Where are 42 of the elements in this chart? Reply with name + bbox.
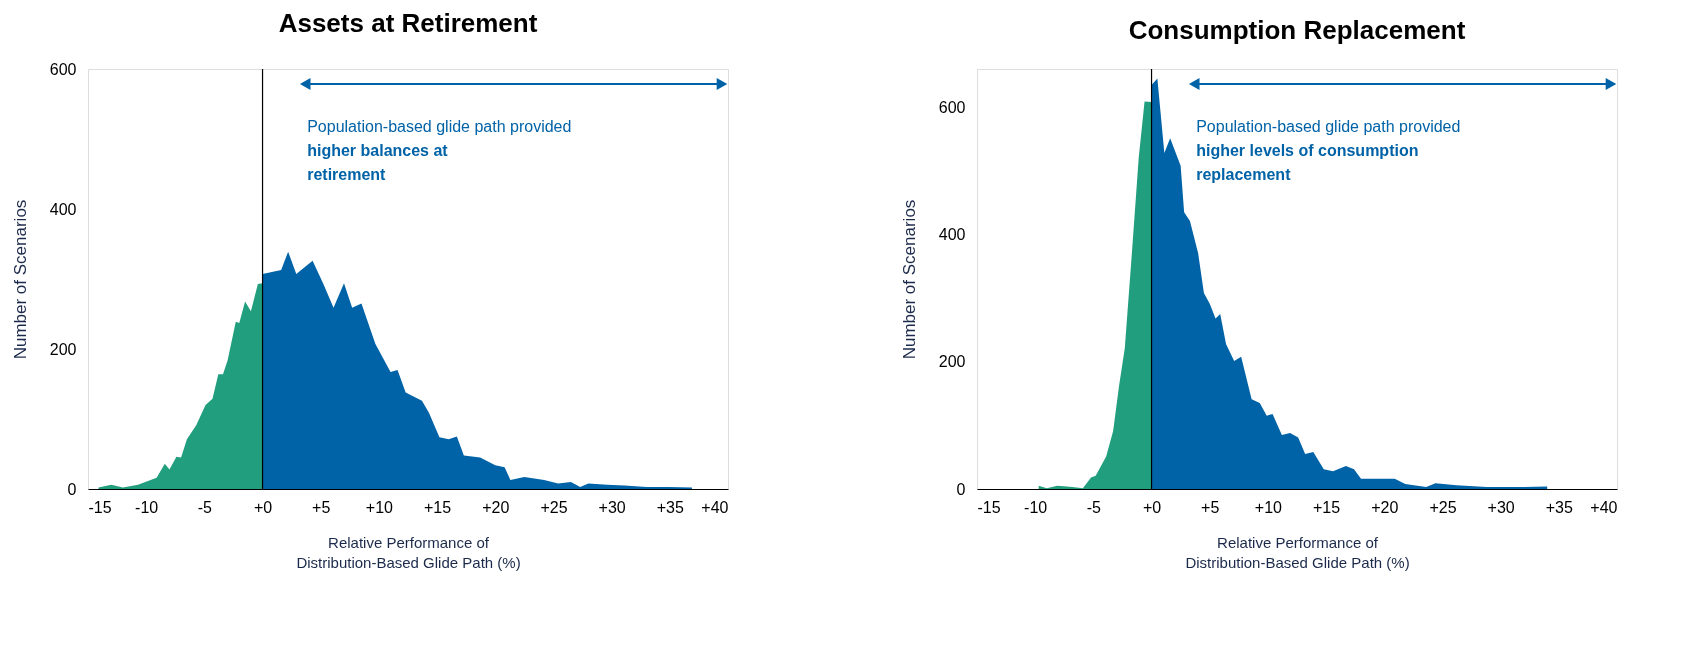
x-tick-label: +35 xyxy=(656,498,684,516)
x-tick-label: +0 xyxy=(253,498,273,516)
chart-title: Consumption Replacement xyxy=(1128,15,1466,46)
annotation: higher levels of consumption replacement xyxy=(1196,142,1419,183)
annotation: Population-based glide path provided xyxy=(1196,118,1461,135)
x-tick-label: -5 xyxy=(1086,498,1102,516)
x-tick-label: -10 xyxy=(135,498,159,516)
x-tick-label: +15 xyxy=(424,498,452,516)
y-axis-title: Number of Scenarios xyxy=(899,199,919,360)
y-tick-label: 200 xyxy=(938,353,966,371)
y-tick-label: 200 xyxy=(49,340,77,358)
y-tick-label: 0 xyxy=(67,480,77,498)
y-tick-label: 0 xyxy=(956,480,966,498)
x-tick-label: +40 xyxy=(701,498,729,516)
x-tick-label: +15 xyxy=(1313,498,1341,516)
y-tick-label: 600 xyxy=(938,98,966,116)
annotation: higher balances at retirement xyxy=(307,142,449,183)
x-tick-label: +30 xyxy=(598,498,626,516)
chart-title: Assets at Retirement xyxy=(278,8,538,38)
x-tick-label: +40 xyxy=(1590,498,1618,516)
x-tick-label: +20 xyxy=(482,498,510,516)
y-tick-label: 400 xyxy=(49,200,77,218)
x-tick-label: +5 xyxy=(1201,498,1220,516)
x-axis-title: Relative Performance of Distribution-Based Glide Path (%) xyxy=(296,533,521,571)
annotation: Population-based glide path provided xyxy=(307,118,572,135)
x-tick-label: +25 xyxy=(1429,498,1457,516)
y-tick-label: 400 xyxy=(938,225,966,243)
x-tick-label: +10 xyxy=(1254,498,1283,516)
x-tick-label: -5 xyxy=(197,498,213,516)
x-tick-label: -15 xyxy=(977,498,1001,516)
x-tick-label: +20 xyxy=(1371,498,1399,516)
x-tick-label: +0 xyxy=(1142,498,1162,516)
x-tick-label: -15 xyxy=(88,498,112,516)
x-tick-label: -10 xyxy=(1024,498,1048,516)
y-axis-title: Number of Scenarios xyxy=(10,199,30,360)
x-tick-label: +30 xyxy=(1487,498,1515,516)
x-tick-label: +10 xyxy=(365,498,394,516)
x-axis-title: Relative Performance of Distribution-Based Glide Path (%) xyxy=(1185,533,1410,571)
x-tick-label: +35 xyxy=(1545,498,1573,516)
x-tick-label: +25 xyxy=(540,498,568,516)
x-tick-label: +5 xyxy=(312,498,331,516)
y-tick-label: 600 xyxy=(49,60,77,78)
